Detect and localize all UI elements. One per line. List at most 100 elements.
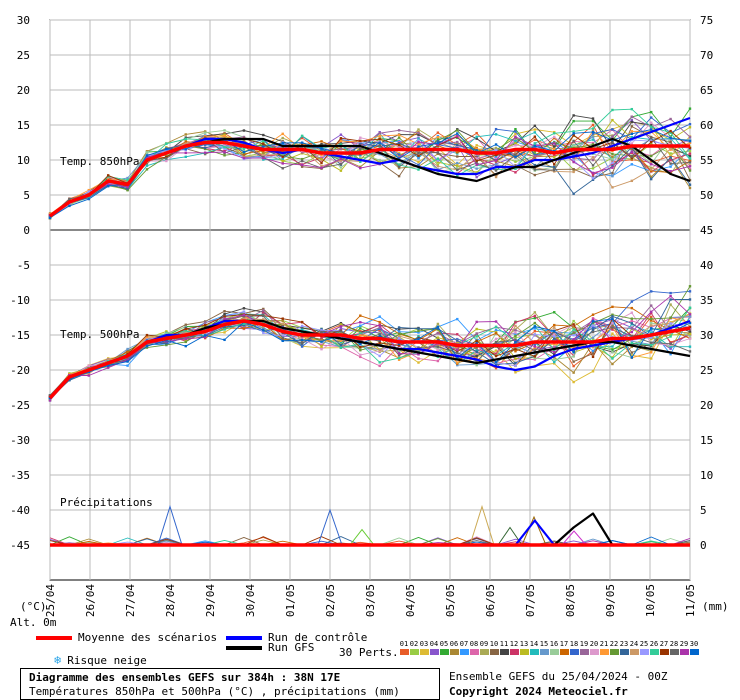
member-point-t500	[184, 329, 187, 332]
member-point-t500	[300, 345, 304, 348]
y-tick-right: 55	[700, 154, 713, 167]
member-point-t850	[378, 136, 381, 139]
member-point-t850	[669, 129, 672, 133]
member-point-t500	[262, 309, 265, 312]
member-point-t850	[397, 153, 401, 156]
member-point-t500	[436, 359, 440, 363]
member-point-t500	[650, 315, 653, 319]
member-point-t500	[611, 332, 614, 335]
member-point-t850	[650, 166, 653, 170]
member-point-t500	[669, 345, 672, 348]
member-point-t850	[165, 142, 168, 145]
member-point-t850	[456, 161, 459, 165]
member-point-t850	[87, 196, 90, 199]
member-point-t850	[650, 116, 653, 119]
copyright: Copyright 2024 Meteociel.fr	[449, 685, 628, 698]
member-point-t500	[87, 372, 90, 376]
member-point-t850	[514, 132, 517, 136]
member-point-t850	[553, 145, 556, 148]
member-point-t850	[281, 155, 284, 158]
member-point-t500	[456, 363, 459, 367]
member-point-t850	[281, 167, 284, 170]
member-point-t500	[242, 317, 246, 320]
pert-swatch	[649, 649, 659, 655]
member-point-t850	[456, 140, 459, 144]
pert-number: 10	[489, 640, 499, 648]
member-point-t500	[494, 361, 498, 364]
member-point-t850	[669, 156, 672, 159]
member-point-t500	[630, 339, 634, 342]
member-point-t500	[688, 285, 692, 288]
member-point-t500	[611, 320, 614, 324]
pert-key-25: 25	[639, 640, 649, 655]
footer-title: Diagramme des ensembles GEFS sur 384h : …	[29, 671, 341, 684]
pert-swatch	[529, 649, 539, 655]
pert-key-09: 09	[479, 640, 489, 655]
member-point-t500	[320, 347, 323, 351]
pert-key-08: 08	[469, 640, 479, 655]
member-point-t500	[533, 314, 537, 318]
member-point-t850	[262, 139, 265, 143]
member-point-t500	[320, 343, 323, 347]
x-tick: 26/04	[84, 584, 97, 617]
y-tick-right: 35	[700, 294, 713, 307]
member-point-t850	[436, 135, 440, 139]
member-point-t500	[68, 379, 71, 382]
member-point-t500	[669, 325, 672, 328]
member-point-t500	[436, 327, 440, 330]
y-tick-right: 15	[700, 434, 713, 447]
member-point-t500	[436, 345, 440, 348]
member-point-t500	[242, 322, 246, 325]
member-point-t850	[320, 154, 323, 158]
pert-key-04: 04	[429, 640, 439, 655]
member-point-t850	[572, 139, 575, 143]
member-point-t850	[165, 157, 168, 160]
member-point-t500	[533, 349, 537, 353]
member-point-t500	[533, 329, 537, 333]
member-point-t500	[591, 338, 595, 341]
member-point-t500	[630, 351, 634, 354]
member-point-t500	[494, 328, 498, 332]
y-tick-right: 20	[700, 399, 713, 412]
member-point-t850	[145, 162, 149, 165]
member-point-t500	[688, 330, 692, 333]
pert-number: 13	[519, 640, 529, 648]
member-point-t500	[611, 326, 614, 329]
member-point-t850	[591, 171, 595, 175]
member-point-t500	[281, 319, 284, 323]
member-point-t500	[475, 351, 478, 355]
member-point-t500	[184, 337, 187, 341]
member-point-t850	[669, 140, 672, 144]
member-point-t850	[203, 131, 207, 134]
member-point-t500	[494, 337, 498, 341]
mean-t850-line	[48, 140, 690, 218]
member-point-t850	[572, 144, 575, 147]
member-point-t850	[533, 138, 537, 141]
member-point-t500	[417, 353, 420, 356]
member-point-t500	[184, 331, 187, 334]
member-point-t500	[397, 330, 401, 333]
member-point-t500	[572, 360, 575, 363]
member-point-t500	[397, 337, 401, 340]
member-point-t850	[262, 154, 265, 157]
pert-key-11: 11	[499, 640, 509, 655]
member-point-t850	[669, 147, 672, 150]
legend-control-label: Run de contrôle	[268, 631, 368, 644]
member-point-t500	[514, 340, 517, 344]
member-point-t850	[417, 137, 420, 140]
legend-gfs-label: Run GFS	[268, 641, 315, 654]
member-point-t500	[688, 298, 692, 301]
precip-peak	[349, 528, 375, 546]
member-point-t850	[514, 144, 517, 147]
pert-key-18: 18	[569, 640, 579, 655]
member-point-t500	[591, 320, 595, 323]
pert-number: 02	[409, 640, 419, 648]
member-point-t500	[630, 306, 634, 310]
member-point-t500	[650, 290, 653, 293]
y-tick-left: 25	[17, 49, 30, 62]
member-point-t850	[514, 130, 517, 133]
member-point-t500	[494, 349, 498, 352]
pert-key-03: 03	[419, 640, 429, 655]
member-point-t500	[572, 371, 575, 374]
pert-key-12: 12	[509, 640, 519, 655]
